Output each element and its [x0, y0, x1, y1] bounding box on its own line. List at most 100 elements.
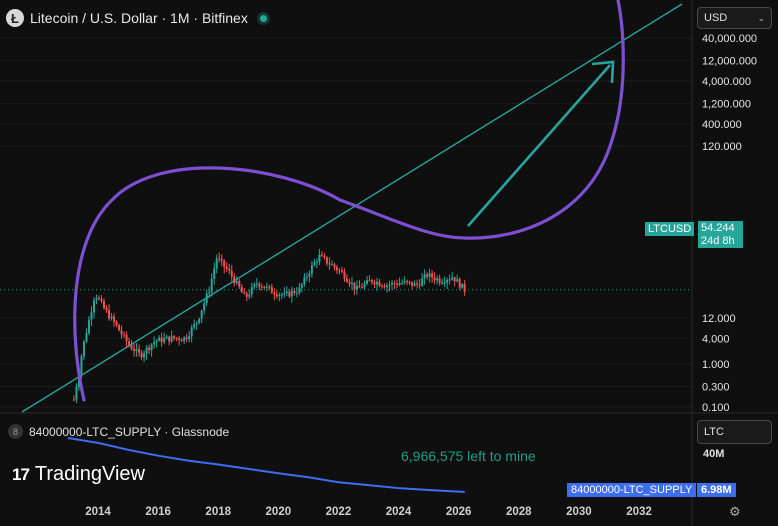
candle-body	[265, 286, 268, 288]
candle-body	[278, 294, 281, 297]
candle-body	[250, 286, 253, 295]
candle-body	[386, 285, 389, 288]
x-tick-label: 2016	[145, 506, 171, 518]
candle-body	[406, 281, 409, 283]
y-tick-label: 400.000	[702, 119, 742, 131]
x-tick-label: 2018	[205, 506, 231, 518]
indicator-legend: 8 84000000-LTC_SUPPLY · Glassnode	[8, 424, 229, 439]
candle-body	[458, 279, 461, 288]
candle-body	[280, 294, 283, 296]
candle-body	[92, 300, 95, 313]
currency-select[interactable]: USD ⌄	[697, 7, 772, 29]
litecoin-logo-icon: Ł	[6, 9, 24, 27]
candle-body	[98, 297, 101, 299]
candle-body	[105, 307, 108, 311]
candle-body	[140, 352, 143, 358]
candle-body	[355, 286, 358, 290]
candle-body	[125, 334, 128, 342]
candle-body	[383, 286, 386, 288]
candle-body	[115, 321, 118, 326]
candle-body	[368, 280, 371, 282]
candle-body	[333, 264, 336, 268]
market-open-icon	[259, 14, 267, 22]
candle-body	[133, 348, 136, 352]
candle-body	[130, 344, 133, 349]
candle-body	[163, 338, 166, 343]
candle-body	[72, 399, 75, 401]
left-to-mine-note: 6,966,575 left to mine	[401, 448, 536, 464]
candle-body	[95, 297, 98, 301]
candle-body	[185, 337, 188, 339]
indicator-unit-select[interactable]: LTC	[697, 420, 772, 444]
candle-body	[173, 336, 176, 339]
candle-body	[443, 282, 446, 284]
candle-body	[388, 284, 391, 286]
symbol-title[interactable]: Litecoin / U.S. Dollar · 1M · Bitfinex	[30, 10, 248, 26]
y-tick-label: 1.000	[702, 359, 730, 371]
y-tick-label: 4.000	[702, 333, 730, 345]
candle-body	[253, 284, 256, 287]
candle-body	[210, 278, 213, 293]
candle-body	[170, 336, 173, 342]
candle-body	[183, 337, 186, 341]
trendline-group	[21, 3, 683, 413]
candle-body	[335, 267, 338, 271]
candle-body	[145, 347, 148, 354]
candle-body	[330, 264, 333, 266]
candle-body	[338, 270, 341, 272]
candle-body	[403, 281, 406, 283]
candle-body	[175, 338, 178, 340]
candle-body	[180, 340, 183, 342]
candle-body	[353, 282, 356, 290]
candle-body	[428, 273, 431, 277]
y-tick-label: 0.300	[702, 382, 730, 394]
tradingview-logo-icon: 17	[12, 464, 30, 484]
candle-body	[448, 279, 451, 281]
gear-icon[interactable]: ⚙	[729, 504, 741, 519]
candle-body	[135, 349, 138, 352]
candle-body	[313, 262, 316, 266]
candle-body	[203, 303, 206, 311]
candle-body	[128, 341, 131, 345]
currency-select-value: USD	[704, 12, 728, 24]
bar-countdown: 24d 8h	[701, 235, 735, 247]
supply-series-tag: 84000000-LTC_SUPPLY	[567, 483, 697, 497]
candle-body	[423, 274, 426, 279]
candle-body	[275, 294, 278, 297]
candle-body	[148, 347, 151, 351]
y-tick-label: 4,000.000	[702, 76, 751, 88]
candle-body	[178, 338, 181, 341]
chevron-down-icon: ⌄	[757, 12, 765, 23]
y-tick-label: 1,200.000	[702, 98, 751, 110]
candle-body	[248, 294, 251, 297]
candle-body	[153, 342, 156, 345]
candle-body	[350, 282, 353, 284]
candle-body	[431, 273, 434, 278]
candle-body	[371, 280, 374, 283]
candle-body	[190, 327, 193, 337]
indicator-badge: 8	[8, 424, 23, 439]
candle-body	[373, 282, 376, 285]
candle-body	[80, 356, 83, 374]
price-axis: 40,000.000 12,000.000 4,000.000 1,200.000 40…	[702, 33, 757, 414]
candle-body	[195, 322, 198, 325]
candle-body	[103, 301, 106, 308]
candle-body	[87, 319, 90, 334]
candle-body	[463, 283, 466, 292]
candle-body	[273, 292, 276, 295]
candle-body	[110, 316, 113, 319]
candle-body	[340, 270, 343, 272]
candle-body	[213, 268, 216, 279]
tradingview-branding[interactable]: 17 TradingView	[12, 463, 145, 486]
candle-body	[348, 281, 351, 284]
candle-body	[233, 276, 236, 284]
candle-body	[82, 341, 85, 357]
indicator-title[interactable]: 84000000-LTC_SUPPLY · Glassnode	[29, 424, 230, 439]
candle-body	[393, 282, 396, 284]
candle-body	[308, 273, 311, 277]
candle-body	[118, 325, 121, 331]
candle-body	[238, 280, 241, 287]
candle-body	[200, 310, 203, 319]
candle-body	[193, 324, 196, 328]
supply-value-tag: 6.98M	[697, 483, 736, 497]
